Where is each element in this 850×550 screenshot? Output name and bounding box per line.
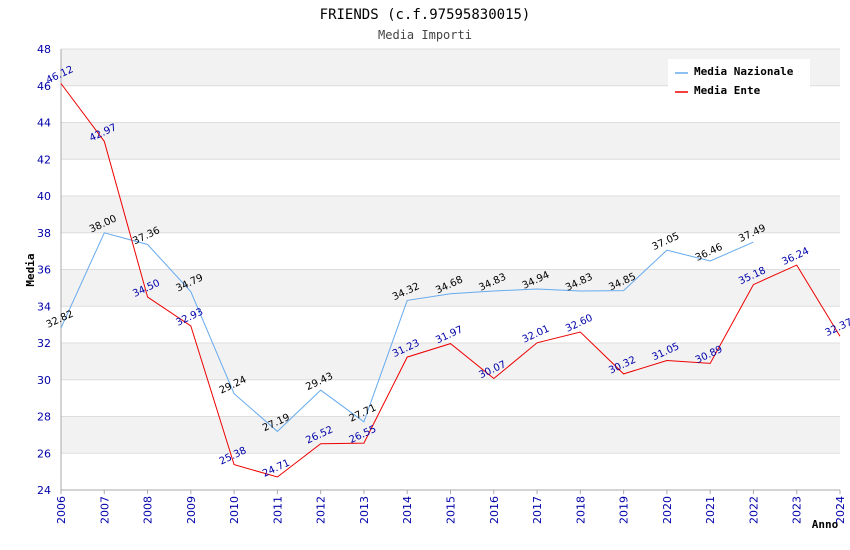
x-tick-label: 2024 [834, 496, 847, 524]
chart-subtitle: Media Importi [378, 28, 472, 42]
grid-band [61, 122, 840, 160]
x-tick-label: 2014 [401, 496, 414, 524]
legend: Media Nazionale Media Ente [668, 59, 810, 101]
series-lines [60, 83, 841, 478]
x-tick-label: 2006 [55, 496, 68, 524]
y-tick-label: 38 [37, 227, 51, 240]
x-tick-label: 2020 [661, 496, 674, 524]
chart-title: FRIENDS (c.f.97595830015) [320, 7, 531, 23]
x-tick-label: 2019 [618, 496, 631, 524]
x-tick-label: 2011 [271, 496, 284, 524]
legend-label-nazionale: Media Nazionale [694, 65, 794, 78]
y-tick-label: 24 [37, 484, 51, 497]
data-label: 37.05 [651, 231, 682, 253]
y-tick-label: 30 [37, 374, 51, 387]
y-tick-labels: 24 26 28 30 32 34 36 38 40 42 44 46 48 [37, 43, 51, 497]
data-label: 32.60 [564, 313, 595, 335]
x-tick-label: 2023 [791, 496, 804, 524]
data-label: 36.24 [780, 246, 811, 268]
x-tick-label: 2022 [747, 496, 760, 524]
series-line-ente [60, 83, 841, 478]
y-tick-label: 46 [37, 80, 51, 93]
legend-label-ente: Media Ente [694, 84, 761, 97]
y-axis-label: Media [24, 253, 37, 286]
x-tick-label: 2018 [574, 496, 587, 524]
grid-band [61, 269, 840, 307]
x-tick-label: 2010 [228, 496, 241, 524]
legend-box [668, 59, 810, 101]
data-label: 32.37 [824, 317, 850, 339]
grid-band [61, 416, 840, 454]
y-tick-label: 40 [37, 190, 51, 203]
x-tick-label: 2017 [531, 496, 544, 524]
x-tick-label: 2008 [142, 496, 155, 524]
x-tick-labels: 2006 2007 2008 2009 2010 2011 2012 2013 2014 2015… [55, 490, 847, 524]
data-label: 32.01 [521, 324, 552, 346]
y-tick-label: 26 [37, 447, 51, 460]
grid-band [61, 196, 840, 233]
x-axis-label: Anno [812, 518, 839, 531]
x-tick-label: 2012 [315, 496, 328, 524]
y-tick-label: 32 [37, 337, 51, 350]
x-tick-label: 2009 [185, 496, 198, 524]
y-tick-label: 34 [37, 300, 51, 313]
x-tick-label: 2015 [445, 496, 458, 524]
grid-band [61, 343, 840, 380]
series-line-nazionale [60, 232, 754, 433]
x-tick-label: 2016 [488, 496, 501, 524]
y-tick-label: 44 [37, 117, 51, 130]
y-tick-label: 28 [37, 411, 51, 424]
y-tick-label: 48 [37, 43, 51, 56]
y-tick-label: 42 [37, 153, 51, 166]
x-tick-label: 2021 [704, 496, 717, 524]
y-tick-label: 36 [37, 264, 51, 277]
x-tick-label: 2007 [98, 496, 111, 524]
x-tick-label: 2013 [358, 496, 371, 524]
